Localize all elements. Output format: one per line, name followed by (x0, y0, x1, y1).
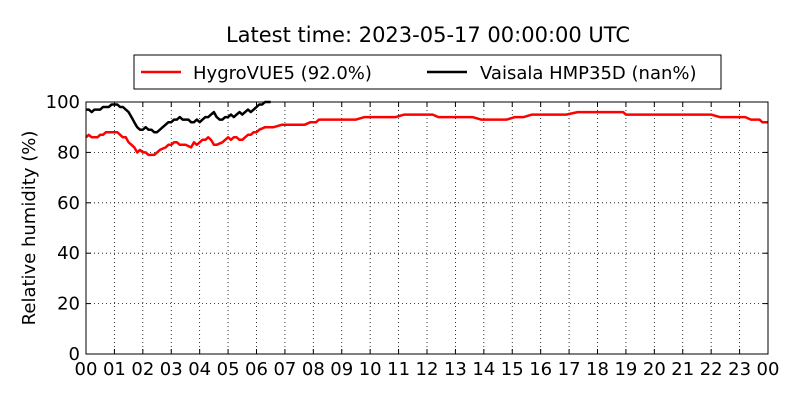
x-tick-label: 07 (273, 359, 296, 380)
x-tick-label: 15 (501, 359, 524, 380)
plot-frame (85, 101, 769, 355)
y-tick-label: 0 (69, 344, 80, 365)
y-tick-label: 20 (57, 294, 80, 315)
x-tick-label: 04 (188, 359, 211, 380)
plot-lines (85, 100, 768, 157)
legend-label-hygrovue5: HygroVUE5 (92.0%) (193, 63, 372, 84)
series-line-vaisala (86, 100, 271, 134)
x-tick-label: 00 (75, 359, 98, 380)
x-tick-label: 01 (103, 359, 126, 380)
y-axis-label: Relative humidity (%) (19, 131, 40, 326)
x-tick-label: 00 (757, 359, 780, 380)
x-tick-label: 21 (671, 359, 694, 380)
legend-label-vaisala: Vaisala HMP35D (nan%) (480, 63, 697, 84)
x-tick-label: 11 (387, 359, 410, 380)
legend: HygroVUE5 (92.0%) Vaisala HMP35D (nan%) (133, 54, 722, 90)
y-tick-label: 100 (46, 92, 80, 113)
y-tick-label: 40 (57, 243, 80, 264)
x-tick-label: 12 (416, 359, 439, 380)
x-tick-label: 14 (472, 359, 495, 380)
x-tick-label: 22 (700, 359, 723, 380)
y-tick-label: 80 (57, 142, 80, 163)
x-tick-label: 18 (586, 359, 609, 380)
x-tick-label: 02 (131, 359, 154, 380)
x-tick-label: 08 (302, 359, 325, 380)
x-tick-label: 20 (643, 359, 666, 380)
x-tick-label: 17 (558, 359, 581, 380)
x-tick-label: 16 (529, 359, 552, 380)
x-tick-label: 13 (444, 359, 467, 380)
x-tick-label: 23 (728, 359, 751, 380)
grid (86, 102, 768, 354)
series-line-hygrovue5 (85, 110, 768, 157)
x-tick-label: 05 (217, 359, 240, 380)
x-tick-label: 03 (160, 359, 183, 380)
y-tick-label: 60 (57, 193, 80, 214)
x-tick-label: 19 (614, 359, 637, 380)
x-tick-label: 06 (245, 359, 268, 380)
y-axis: 0 20 40 60 80 100 (46, 92, 768, 365)
x-axis: 00 01 02 03 04 05 06 07 08 09 10 11 12 13 14 15 16 17 18 19… (75, 102, 780, 380)
x-tick-label: 10 (359, 359, 382, 380)
x-tick-label: 09 (330, 359, 353, 380)
chart-title: Latest time: 2023-05-17 00:00:00 UTC (226, 23, 630, 47)
